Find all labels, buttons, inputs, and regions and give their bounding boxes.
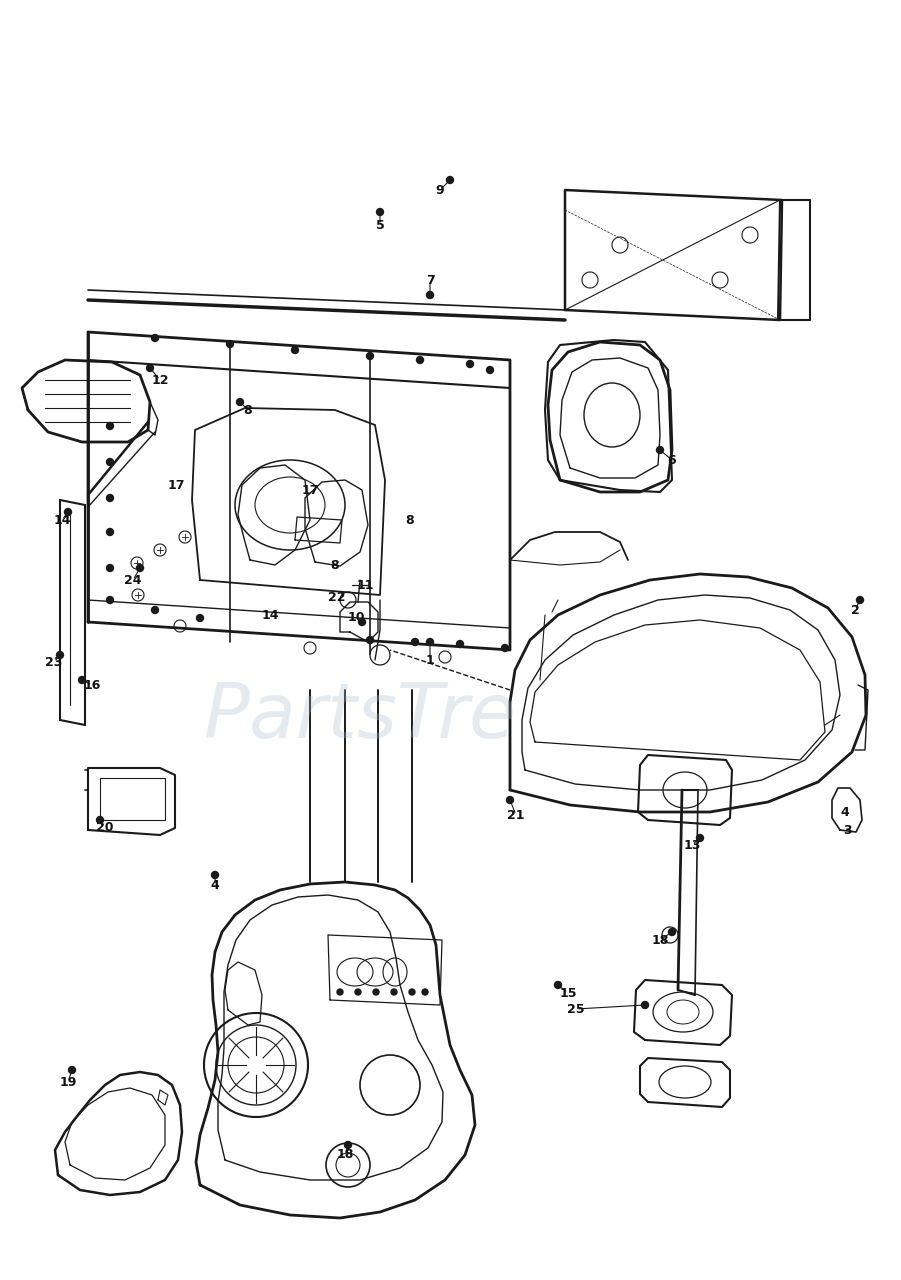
Circle shape <box>106 529 114 535</box>
Circle shape <box>426 639 433 645</box>
Text: 19: 19 <box>59 1075 77 1088</box>
Circle shape <box>136 564 143 571</box>
Circle shape <box>467 361 474 367</box>
Text: 14: 14 <box>53 513 71 526</box>
Text: 22: 22 <box>328 590 346 603</box>
Circle shape <box>391 989 397 995</box>
Text: 9: 9 <box>436 183 444 197</box>
Circle shape <box>857 596 863 603</box>
Circle shape <box>226 340 233 347</box>
Circle shape <box>292 347 298 353</box>
Text: 7: 7 <box>425 274 434 287</box>
Text: 11: 11 <box>356 579 374 591</box>
Circle shape <box>106 564 114 571</box>
Circle shape <box>412 639 418 645</box>
Text: 14: 14 <box>261 608 278 622</box>
Text: 12: 12 <box>151 374 168 387</box>
Circle shape <box>554 982 561 988</box>
Text: 15: 15 <box>560 987 577 1000</box>
Text: 3: 3 <box>843 823 852 837</box>
Text: 17: 17 <box>301 484 319 497</box>
Text: 4: 4 <box>841 805 850 818</box>
Text: 8: 8 <box>331 558 340 571</box>
Text: 23: 23 <box>45 655 63 668</box>
Circle shape <box>78 677 86 684</box>
Circle shape <box>377 209 384 215</box>
Circle shape <box>669 928 676 936</box>
Circle shape <box>447 177 453 183</box>
Circle shape <box>147 365 153 371</box>
Circle shape <box>106 458 114 466</box>
Circle shape <box>487 366 494 374</box>
Circle shape <box>106 422 114 430</box>
Circle shape <box>373 989 379 995</box>
Circle shape <box>57 652 63 658</box>
Text: 4: 4 <box>211 878 219 891</box>
Circle shape <box>422 989 428 995</box>
Circle shape <box>106 494 114 502</box>
Circle shape <box>106 596 114 603</box>
Circle shape <box>65 508 71 516</box>
Text: 20: 20 <box>96 820 114 833</box>
Circle shape <box>355 989 361 995</box>
Circle shape <box>344 1142 351 1148</box>
Text: 13: 13 <box>683 838 701 851</box>
Circle shape <box>212 872 219 878</box>
Text: 18: 18 <box>651 933 669 946</box>
Circle shape <box>96 817 104 823</box>
Circle shape <box>502 645 508 652</box>
Text: 6: 6 <box>668 453 677 466</box>
Circle shape <box>359 618 366 626</box>
Text: 25: 25 <box>568 1002 585 1015</box>
Circle shape <box>426 292 433 298</box>
Circle shape <box>657 447 663 453</box>
Text: 21: 21 <box>507 809 524 822</box>
Circle shape <box>409 989 415 995</box>
Circle shape <box>337 989 343 995</box>
Circle shape <box>151 334 159 342</box>
Circle shape <box>68 1066 76 1074</box>
Text: 2: 2 <box>851 603 860 617</box>
Circle shape <box>696 835 704 841</box>
Circle shape <box>642 1001 649 1009</box>
Text: 17: 17 <box>168 479 185 492</box>
Circle shape <box>457 640 463 648</box>
Circle shape <box>236 398 243 406</box>
Text: 10: 10 <box>347 611 365 623</box>
Circle shape <box>196 614 204 622</box>
Text: 8: 8 <box>243 403 252 416</box>
Circle shape <box>506 796 514 804</box>
Text: 24: 24 <box>124 573 141 586</box>
Text: 16: 16 <box>83 678 101 691</box>
Text: 18: 18 <box>336 1148 354 1161</box>
Circle shape <box>151 607 159 613</box>
Text: PartsTre: PartsTre <box>204 680 517 754</box>
Text: 1: 1 <box>425 654 434 667</box>
Circle shape <box>367 352 374 360</box>
Text: 8: 8 <box>405 513 414 526</box>
Circle shape <box>367 636 374 644</box>
Text: 5: 5 <box>376 219 385 232</box>
Circle shape <box>416 357 423 364</box>
